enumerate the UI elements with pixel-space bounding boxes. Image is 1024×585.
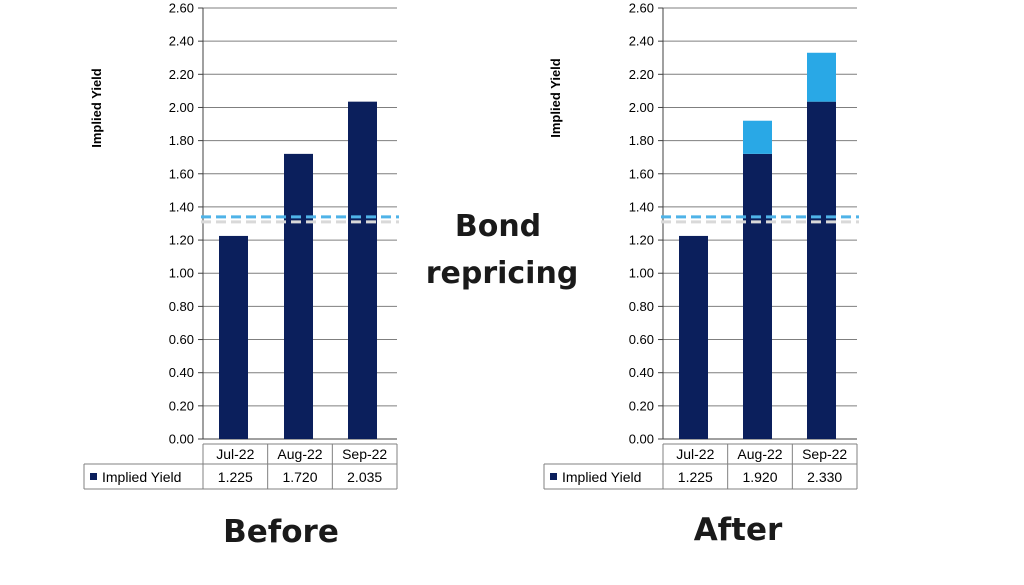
x-category-label: Sep-22 <box>342 446 387 462</box>
center-label-line2: repricing <box>426 256 579 291</box>
y-tick-label: 2.00 <box>169 100 194 115</box>
bar-base-sep-22 <box>807 101 836 440</box>
y-tick-label: 1.60 <box>629 166 654 181</box>
x-category-label: Aug-22 <box>277 446 322 462</box>
center-label-line1: Bond <box>455 209 541 244</box>
y-tick-label: 0.40 <box>629 365 654 380</box>
bar-base-aug-22 <box>743 153 772 439</box>
y-tick-label: 1.20 <box>629 233 654 248</box>
y-tick-label: 2.60 <box>169 1 194 16</box>
bar-sep-22 <box>348 101 377 440</box>
y-tick-label: 0.60 <box>169 332 194 347</box>
table-value-cell: 1.720 <box>282 469 317 485</box>
x-category-label: Jul-22 <box>216 446 254 462</box>
table-value-cell: 2.330 <box>807 469 842 485</box>
y-tick-label: 0.20 <box>169 398 194 413</box>
table-value-cell: 1.920 <box>742 469 777 485</box>
y-tick-label: 1.60 <box>169 166 194 181</box>
y-tick-label: 0.20 <box>629 398 654 413</box>
y-tick-label: 1.80 <box>629 133 654 148</box>
y-tick-label: 0.00 <box>169 432 194 447</box>
y-tick-label: 2.40 <box>629 34 654 49</box>
y-tick-label: 2.20 <box>169 67 194 82</box>
y-tick-label: 0.80 <box>629 299 654 314</box>
y-axis-title: Implied Yield <box>89 68 104 148</box>
y-tick-label: 2.20 <box>629 67 654 82</box>
y-tick-label: 0.40 <box>169 365 194 380</box>
x-category-label: Sep-22 <box>802 446 847 462</box>
chart-title: Before <box>223 514 339 550</box>
y-tick-label: 1.00 <box>629 266 654 281</box>
y-tick-label: 1.40 <box>629 199 654 214</box>
chart-title: After <box>694 512 783 548</box>
y-tick-label: 2.40 <box>169 34 194 49</box>
y-tick-label: 2.60 <box>629 1 654 16</box>
bar-increase-sep-22 <box>807 52 836 102</box>
bar-aug-22 <box>284 153 313 439</box>
legend-label: Implied Yield <box>562 469 641 485</box>
x-category-label: Aug-22 <box>737 446 782 462</box>
y-tick-label: 1.80 <box>169 133 194 148</box>
x-category-label: Jul-22 <box>676 446 714 462</box>
legend-swatch <box>550 473 557 480</box>
table-value-cell: 1.225 <box>678 469 713 485</box>
y-axis-title: Implied Yield <box>548 58 563 138</box>
bar-increase-aug-22 <box>743 120 772 154</box>
y-tick-label: 1.40 <box>169 199 194 214</box>
y-tick-label: 2.00 <box>629 100 654 115</box>
y-tick-label: 1.20 <box>169 233 194 248</box>
legend-swatch <box>90 473 97 480</box>
legend-label: Implied Yield <box>102 469 181 485</box>
table-value-cell: 1.225 <box>218 469 253 485</box>
y-tick-label: 0.60 <box>629 332 654 347</box>
y-tick-label: 0.80 <box>169 299 194 314</box>
bar-jul-22 <box>219 235 248 439</box>
bar-base-jul-22 <box>679 235 708 439</box>
y-tick-label: 0.00 <box>629 432 654 447</box>
y-tick-label: 1.00 <box>169 266 194 281</box>
table-value-cell: 2.035 <box>347 469 382 485</box>
